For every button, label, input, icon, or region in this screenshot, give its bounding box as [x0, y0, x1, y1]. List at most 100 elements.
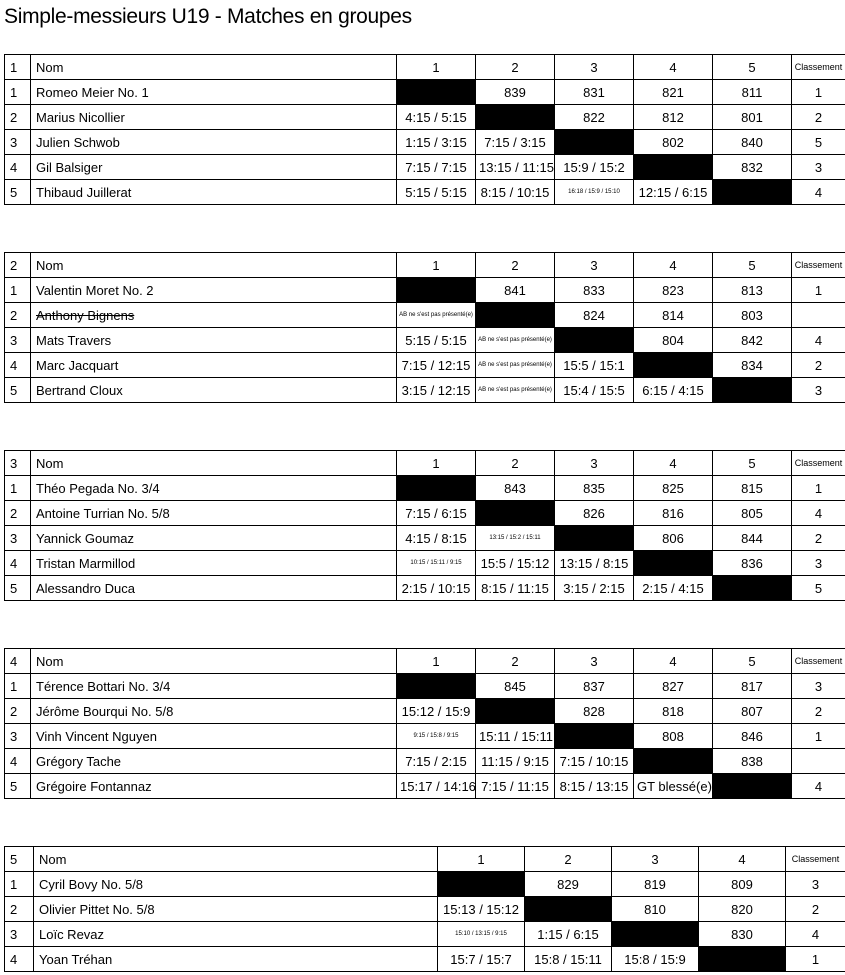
match-result-cell: 2:15 / 10:15 — [396, 575, 476, 601]
match-number-cell: 817 — [712, 673, 792, 699]
match-result-cell: 15:5 / 15:1 — [554, 352, 634, 378]
name-header: Nom — [30, 54, 397, 80]
player-number: 3 — [4, 525, 31, 551]
group-table-2: 2 Nom 1 2 3 4 5 Classement 1 Valentin Moret No. 2… — [4, 252, 845, 403]
player-number: 3 — [4, 129, 31, 155]
match-number-cell: 843 — [475, 475, 555, 501]
player-number: 1 — [4, 277, 31, 303]
match-result-cell: 1:15 / 3:15 — [396, 129, 476, 155]
rank-cell: 3 — [791, 673, 845, 699]
diagonal-blank-cell — [475, 500, 555, 526]
name-header: Nom — [30, 450, 397, 476]
header-row: 4 Nom 1 2 3 4 5 Classement — [4, 648, 845, 674]
match-number-cell: 803 — [712, 302, 792, 328]
column-header: 5 — [712, 450, 792, 476]
match-result-cell: AB ne s'est pas présenté(e) — [475, 327, 555, 353]
column-header: 4 — [633, 54, 713, 80]
player-name: Térence Bottari No. 3/4 — [30, 673, 397, 699]
match-result-cell: 15:8 / 15:9 — [611, 946, 699, 972]
match-number-cell: 822 — [554, 104, 634, 130]
column-header: 4 — [633, 252, 713, 278]
match-result-cell: 16:18 / 15:9 / 15:10 — [554, 179, 634, 205]
match-result-cell: 4:15 / 8:15 — [396, 525, 476, 551]
diagonal-blank-cell — [554, 525, 634, 551]
name-header: Nom — [30, 252, 397, 278]
match-result-cell: 12:15 / 6:15 — [633, 179, 713, 205]
header-row: 2 Nom 1 2 3 4 5 Classement — [4, 252, 845, 278]
match-result-cell: 5:15 / 5:15 — [396, 327, 476, 353]
match-result-cell: 7:15 / 6:15 — [396, 500, 476, 526]
match-number-cell: 818 — [633, 698, 713, 724]
player-number: 2 — [4, 896, 34, 922]
rank-header: Classement — [791, 54, 845, 80]
player-name: Yannick Goumaz — [30, 525, 397, 551]
rank-cell: 2 — [791, 525, 845, 551]
player-name: Mats Travers — [30, 327, 397, 353]
diagonal-blank-cell — [712, 575, 792, 601]
player-name: Grégoire Fontannaz — [30, 773, 397, 799]
player-number: 3 — [4, 723, 31, 749]
diagonal-blank-cell — [524, 896, 612, 922]
match-result-cell: AB ne s'est pas présenté(e) — [396, 302, 476, 328]
match-result-cell: AB ne s'est pas présenté(e) — [475, 352, 555, 378]
match-result-cell: 15:8 / 15:11 — [524, 946, 612, 972]
rank-cell: 5 — [791, 129, 845, 155]
rank-cell: 1 — [791, 277, 845, 303]
column-header: 1 — [396, 252, 476, 278]
player-number: 4 — [4, 748, 31, 774]
match-result-cell: 5:15 / 5:15 — [396, 179, 476, 205]
player-name: Anthony Bignens — [30, 302, 397, 328]
match-number-cell: 841 — [475, 277, 555, 303]
player-name: Romeo Meier No. 1 — [30, 79, 397, 105]
rank-cell: 1 — [791, 79, 845, 105]
table-row: 1 Romeo Meier No. 1 839 831 821 811 1 — [4, 79, 845, 105]
rank-cell: 1 — [785, 946, 845, 972]
match-number-cell: 821 — [633, 79, 713, 105]
match-result-cell: 15:7 / 15:7 — [437, 946, 525, 972]
match-number-cell: 830 — [698, 921, 786, 947]
column-header: 1 — [437, 846, 525, 872]
match-result-cell: 15:13 / 15:12 — [437, 896, 525, 922]
diagonal-blank-cell — [396, 673, 476, 699]
match-result-cell: 7:15 / 2:15 — [396, 748, 476, 774]
column-header: 3 — [554, 252, 634, 278]
column-header: 4 — [633, 450, 713, 476]
player-number: 3 — [4, 327, 31, 353]
match-result-cell: 3:15 / 2:15 — [554, 575, 634, 601]
rank-cell: 2 — [791, 698, 845, 724]
player-number: 2 — [4, 698, 31, 724]
table-row: 3 Vinh Vincent Nguyen 9:15 / 15:8 / 9:15 15… — [4, 723, 845, 749]
column-header: 1 — [396, 648, 476, 674]
table-row: 3 Yannick Goumaz 4:15 / 8:15 13:15 / 15:2 /… — [4, 525, 845, 551]
player-number: 5 — [4, 773, 31, 799]
match-result-cell: 3:15 / 12:15 — [396, 377, 476, 403]
player-name: Olivier Pittet No. 5/8 — [33, 896, 438, 922]
match-result-cell: 7:15 / 7:15 — [396, 154, 476, 180]
table-row: 2 Olivier Pittet No. 5/8 15:13 / 15:12 810 8… — [4, 896, 845, 922]
player-number: 1 — [4, 673, 31, 699]
match-number-cell: 845 — [475, 673, 555, 699]
match-result-cell: 15:17 / 14:16 — [396, 773, 476, 799]
group-number: 4 — [4, 648, 31, 674]
match-result-cell: 10:15 / 15:11 / 9:15 — [396, 550, 476, 576]
player-number: 5 — [4, 377, 31, 403]
rank-header: Classement — [785, 846, 845, 872]
group-number: 5 — [4, 846, 34, 872]
diagonal-blank-cell — [554, 129, 634, 155]
diagonal-blank-cell — [698, 946, 786, 972]
match-number-cell: 824 — [554, 302, 634, 328]
table-row: 1 Théo Pegada No. 3/4 843 835 825 815 1 — [4, 475, 845, 501]
table-row: 2 Marius Nicollier 4:15 / 5:15 822 812 801 2 — [4, 104, 845, 130]
player-name: Yoan Tréhan — [33, 946, 438, 972]
match-number-cell: 809 — [698, 871, 786, 897]
match-number-cell: 829 — [524, 871, 612, 897]
table-row: 4 Grégory Tache 7:15 / 2:15 11:15 / 9:15 7:1… — [4, 748, 845, 774]
player-number: 2 — [4, 500, 31, 526]
player-name: Vinh Vincent Nguyen — [30, 723, 397, 749]
diagonal-blank-cell — [554, 327, 634, 353]
player-number: 2 — [4, 302, 31, 328]
header-row: 5 Nom 1 2 3 4 Classement — [4, 846, 845, 872]
match-number-cell: 827 — [633, 673, 713, 699]
header-row: 3 Nom 1 2 3 4 5 Classement — [4, 450, 845, 476]
match-result-cell: 11:15 / 9:15 — [475, 748, 555, 774]
